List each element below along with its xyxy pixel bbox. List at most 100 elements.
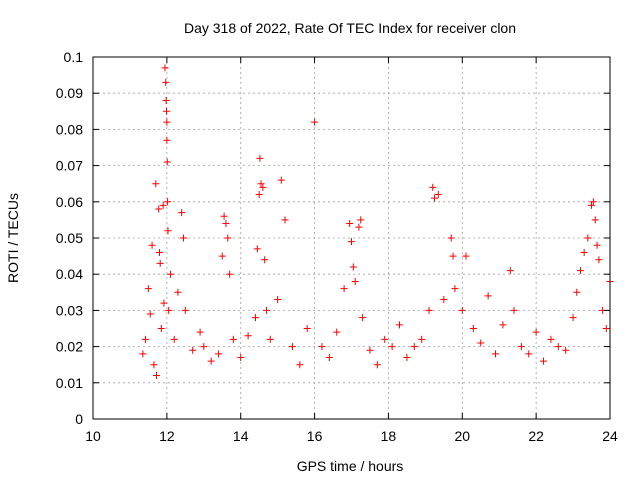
y-tick-label: 0 bbox=[75, 411, 83, 427]
data-point bbox=[477, 339, 485, 347]
data-point bbox=[179, 234, 187, 242]
data-point bbox=[355, 223, 363, 231]
data-point bbox=[318, 343, 326, 351]
data-point bbox=[244, 332, 252, 340]
data-point bbox=[357, 216, 365, 224]
data-point bbox=[359, 314, 367, 322]
y-tick-label: 0.03 bbox=[56, 302, 83, 318]
data-point bbox=[595, 256, 603, 264]
y-tick-label: 0.01 bbox=[56, 375, 83, 391]
data-point bbox=[164, 227, 172, 235]
chart-title: Day 318 of 2022, Rate Of TEC Index for r… bbox=[184, 20, 516, 36]
data-point bbox=[333, 328, 341, 336]
data-point bbox=[174, 288, 182, 296]
data-point bbox=[266, 335, 274, 343]
data-point bbox=[139, 350, 147, 358]
data-point bbox=[159, 201, 167, 209]
x-tick-label: 22 bbox=[528, 428, 544, 444]
plot-frame bbox=[92, 56, 611, 420]
data-point bbox=[540, 357, 548, 365]
data-point bbox=[573, 288, 581, 296]
x-axis-label: GPS time / hours bbox=[297, 458, 404, 474]
y-tick-label: 0.02 bbox=[56, 339, 83, 355]
data-point bbox=[207, 357, 215, 365]
data-point bbox=[162, 78, 170, 86]
data-point bbox=[178, 209, 186, 217]
data-point bbox=[458, 306, 466, 314]
data-point bbox=[152, 180, 160, 188]
data-point bbox=[506, 267, 514, 275]
y-tick-label: 0.09 bbox=[56, 85, 83, 101]
data-point bbox=[449, 252, 457, 260]
data-point bbox=[255, 191, 263, 199]
x-tick-label: 14 bbox=[233, 428, 249, 444]
data-point bbox=[215, 350, 223, 358]
data-point bbox=[148, 241, 156, 249]
data-point bbox=[155, 205, 163, 213]
data-point bbox=[381, 335, 389, 343]
data-point bbox=[150, 361, 158, 369]
axis-ticks: 10 12 14 16 18 20 22 24 0 0.01 0.02 0.03 0.04 0.05 0.0… bbox=[56, 49, 618, 444]
data-point bbox=[532, 328, 540, 336]
data-point bbox=[261, 256, 269, 264]
data-point bbox=[281, 216, 289, 224]
y-tick-label: 0.07 bbox=[56, 158, 83, 174]
data-point bbox=[325, 353, 333, 361]
data-point bbox=[447, 234, 455, 242]
data-point bbox=[163, 118, 171, 126]
y-tick-label: 0.08 bbox=[56, 121, 83, 137]
data-point bbox=[403, 353, 411, 361]
data-point bbox=[220, 212, 228, 220]
data-point bbox=[418, 335, 426, 343]
data-point bbox=[155, 248, 163, 256]
data-point bbox=[510, 306, 518, 314]
data-point bbox=[161, 64, 169, 72]
data-point bbox=[146, 310, 154, 318]
data-point bbox=[525, 350, 533, 358]
data-point bbox=[492, 350, 500, 358]
data-point bbox=[144, 285, 152, 293]
data-point bbox=[274, 296, 282, 304]
data-point bbox=[256, 154, 264, 162]
data-point bbox=[499, 321, 507, 329]
data-point bbox=[162, 107, 170, 115]
data-point bbox=[584, 234, 592, 242]
data-point bbox=[562, 346, 570, 354]
data-point bbox=[181, 306, 189, 314]
data-point bbox=[165, 306, 173, 314]
data-point bbox=[580, 248, 588, 256]
data-point bbox=[373, 361, 381, 369]
data-point bbox=[431, 194, 439, 202]
data-point bbox=[257, 180, 265, 188]
data-point bbox=[346, 220, 354, 228]
x-tick-label: 10 bbox=[85, 428, 101, 444]
data-point bbox=[462, 252, 470, 260]
data-point bbox=[141, 335, 149, 343]
data-point bbox=[196, 328, 204, 336]
data-point bbox=[484, 292, 492, 300]
data-point bbox=[288, 343, 296, 351]
data-point bbox=[340, 285, 348, 293]
y-tick-label: 0.04 bbox=[56, 266, 83, 282]
y-tick-label: 0.05 bbox=[56, 230, 83, 246]
data-point bbox=[588, 201, 596, 209]
data-point bbox=[229, 335, 237, 343]
x-tick-label: 18 bbox=[381, 428, 397, 444]
data-point bbox=[303, 325, 311, 332]
data-point bbox=[226, 270, 234, 278]
data-point bbox=[170, 335, 178, 343]
data-point bbox=[160, 299, 168, 307]
y-axis-label: ROTI / TECUs bbox=[5, 193, 21, 283]
data-point bbox=[263, 306, 271, 314]
data-point bbox=[167, 270, 175, 278]
data-point bbox=[569, 314, 577, 322]
data-point bbox=[469, 325, 477, 332]
data-point bbox=[259, 183, 267, 191]
data-point bbox=[388, 343, 396, 351]
y-tick-label: 0.06 bbox=[56, 194, 83, 210]
data-point bbox=[410, 343, 418, 351]
data-point bbox=[163, 158, 171, 166]
data-point bbox=[296, 361, 304, 369]
data-point bbox=[451, 285, 459, 293]
